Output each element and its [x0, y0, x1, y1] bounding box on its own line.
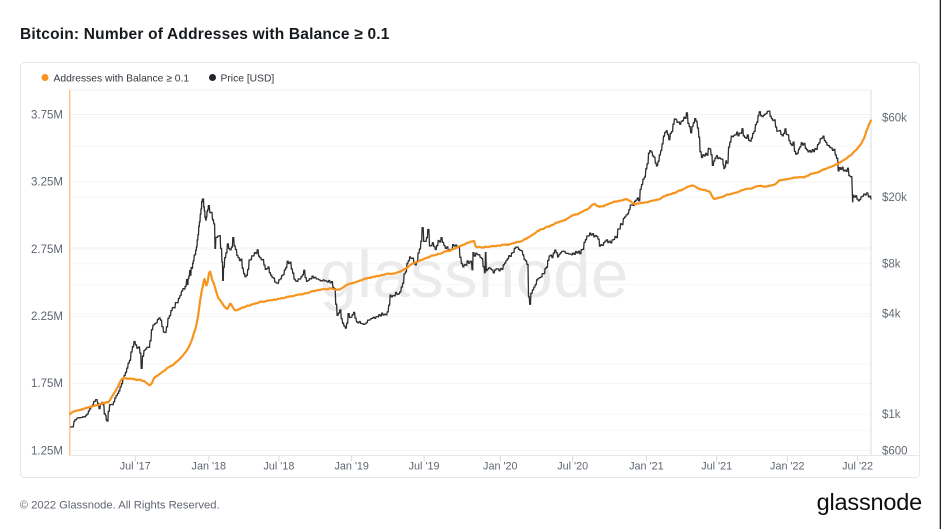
- svg-text:Jul '21: Jul '21: [701, 461, 732, 473]
- svg-text:$600: $600: [882, 446, 908, 458]
- svg-text:glassnode: glassnode: [817, 489, 922, 515]
- svg-text:1.25M: 1.25M: [31, 445, 63, 457]
- svg-text:2.25M: 2.25M: [31, 311, 63, 323]
- svg-text:2.75M: 2.75M: [31, 244, 63, 256]
- svg-text:3.75M: 3.75M: [31, 109, 63, 121]
- svg-text:Jul '22: Jul '22: [842, 461, 873, 473]
- svg-text:Jan '22: Jan '22: [770, 461, 804, 473]
- svg-text:Addresses with Balance ≥ 0.1: Addresses with Balance ≥ 0.1: [54, 73, 190, 84]
- svg-text:$8k: $8k: [882, 259, 901, 271]
- svg-text:Jul '17: Jul '17: [120, 461, 151, 473]
- svg-text:Jul '19: Jul '19: [409, 461, 440, 473]
- svg-text:Jul '20: Jul '20: [557, 461, 588, 473]
- svg-text:Jan '19: Jan '19: [334, 461, 368, 473]
- svg-text:Price [USD]: Price [USD]: [221, 73, 275, 84]
- svg-text:Jan '21: Jan '21: [629, 461, 663, 473]
- svg-text:$4k: $4k: [882, 309, 901, 321]
- svg-text:$20k: $20k: [882, 192, 907, 204]
- svg-text:Jan '20: Jan '20: [483, 461, 517, 473]
- svg-text:Bitcoin: Number of Addresses w: Bitcoin: Number of Addresses with Balanc…: [20, 26, 390, 43]
- svg-text:3.25M: 3.25M: [31, 177, 63, 189]
- svg-text:$1k: $1k: [882, 409, 901, 421]
- svg-text:Jan '18: Jan '18: [192, 461, 226, 473]
- svg-text:1.75M: 1.75M: [31, 378, 63, 390]
- svg-text:$60k: $60k: [882, 113, 907, 125]
- svg-text:glassnode: glassnode: [319, 237, 628, 312]
- svg-text:© 2022 Glassnode. All Rights R: © 2022 Glassnode. All Rights Reserved.: [20, 500, 220, 512]
- svg-text:Jul '18: Jul '18: [263, 461, 294, 473]
